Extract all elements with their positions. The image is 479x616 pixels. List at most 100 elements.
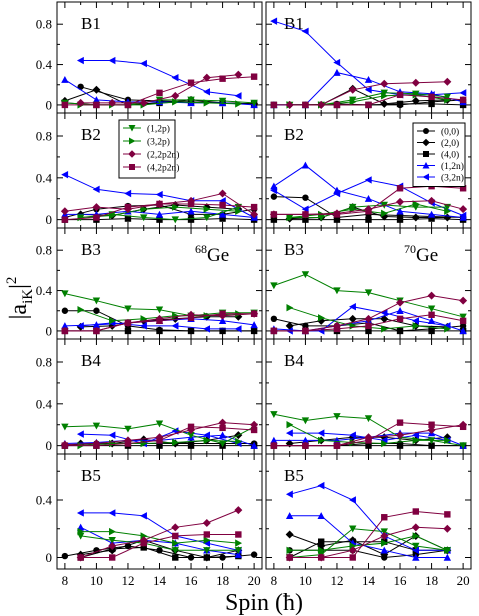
- data-point: [444, 546, 452, 555]
- data-point: [203, 325, 211, 333]
- x-tick-label: 18: [425, 573, 438, 588]
- legends-layer: (1,2p) (3,2p) (2,2p2n) (4,2p2n) (0,0)(2,0)(4…: [118, 119, 466, 187]
- data-point: [302, 194, 309, 201]
- y-tick-label: 0.8: [36, 129, 52, 144]
- x-tick-label: 10: [90, 573, 103, 588]
- series-line: [289, 549, 448, 559]
- data-point: [187, 79, 195, 86]
- data-point: [444, 511, 451, 518]
- x-tick-label: 10: [299, 573, 312, 588]
- data-point: [77, 213, 85, 222]
- data-point: [155, 210, 164, 218]
- panel-b3-right: B3 70Ge: [265, 227, 472, 340]
- data-point: [187, 327, 195, 335]
- data-point: [250, 551, 258, 558]
- data-point: [93, 214, 100, 221]
- data-point: [365, 442, 372, 449]
- data-point: [108, 542, 117, 550]
- nucleus-mass: 70: [404, 242, 416, 256]
- data-point: [427, 196, 436, 205]
- legend-label: (3,2p): [147, 137, 170, 148]
- data-point: [171, 91, 180, 100]
- data-point: [219, 327, 226, 335]
- y-axis-label-main: |a: [6, 304, 32, 320]
- legend-marker: [128, 150, 136, 158]
- y-tick-label: 0: [46, 438, 53, 453]
- data-point: [124, 327, 132, 335]
- data-point: [285, 512, 294, 520]
- data-point: [171, 73, 179, 82]
- data-point: [348, 314, 357, 323]
- y-tick-label: 0: [46, 212, 53, 227]
- data-point: [412, 200, 420, 208]
- data-point: [61, 101, 69, 109]
- data-point: [459, 205, 468, 214]
- data-point: [428, 100, 435, 108]
- data-point: [203, 554, 211, 561]
- series-1-2n: [285, 512, 452, 561]
- data-point: [270, 282, 278, 290]
- panel-b1-right: B1: [265, 1, 472, 114]
- series-4-2p2n: [286, 508, 451, 561]
- data-point: [108, 56, 116, 65]
- data-point: [443, 77, 452, 86]
- data-point: [77, 306, 85, 314]
- data-point: [93, 101, 100, 109]
- legend-label: (3,2n): [441, 173, 464, 184]
- series-3-2p: [77, 527, 243, 547]
- data-point: [92, 96, 101, 104]
- data-point: [381, 439, 388, 448]
- data-point: [349, 496, 356, 504]
- data-point: [285, 490, 293, 498]
- data-point: [234, 550, 243, 558]
- data-point: [76, 430, 84, 438]
- data-point: [333, 413, 341, 421]
- data-point: [459, 296, 468, 305]
- data-point: [301, 205, 309, 213]
- series-4-2p2n: [270, 311, 467, 335]
- data-point: [203, 99, 211, 107]
- data-point: [396, 442, 404, 449]
- data-point: [365, 216, 372, 223]
- data-point: [108, 431, 116, 439]
- y-tick-label: 0.4: [36, 170, 53, 185]
- data-point: [250, 426, 258, 434]
- data-point: [156, 327, 163, 335]
- data-point: [203, 531, 211, 538]
- data-point: [140, 322, 147, 330]
- data-point: [250, 327, 258, 335]
- data-point: [286, 554, 293, 561]
- data-point: [108, 537, 116, 544]
- data-point: [235, 207, 243, 215]
- data-point: [349, 431, 356, 439]
- y-tick-label: 0.4: [36, 493, 53, 508]
- data-point: [187, 423, 195, 431]
- data-point: [187, 216, 195, 223]
- data-point: [333, 442, 341, 449]
- data-point: [171, 322, 179, 330]
- data-point: [77, 554, 84, 561]
- legend-label: (4,2p2n): [147, 163, 179, 174]
- x-tick-label: 8: [62, 573, 69, 588]
- nucleus-label: 70Ge: [404, 242, 438, 266]
- data-point: [61, 327, 69, 335]
- data-point: [172, 312, 179, 320]
- data-point: [301, 27, 309, 35]
- series-1-2p: [76, 532, 243, 555]
- data-point: [270, 315, 278, 323]
- panel-label: B1: [81, 14, 101, 33]
- data-point: [364, 415, 373, 423]
- data-point: [380, 89, 388, 97]
- x-tick-label: 12: [330, 573, 343, 588]
- data-point: [270, 186, 278, 195]
- data-point: [427, 291, 436, 300]
- data-point: [444, 325, 452, 333]
- data-point: [412, 553, 420, 561]
- legend-item-2-2p2n: (2,2p2n): [123, 150, 179, 161]
- y-axis-label-sub: iK: [20, 289, 36, 304]
- panel-b4-left: 0 0.4 0.8 B4: [36, 338, 263, 455]
- legend-marker: [423, 128, 429, 134]
- x-tick-label: 20: [457, 573, 470, 588]
- series-line: [80, 534, 239, 558]
- data-point: [285, 530, 294, 539]
